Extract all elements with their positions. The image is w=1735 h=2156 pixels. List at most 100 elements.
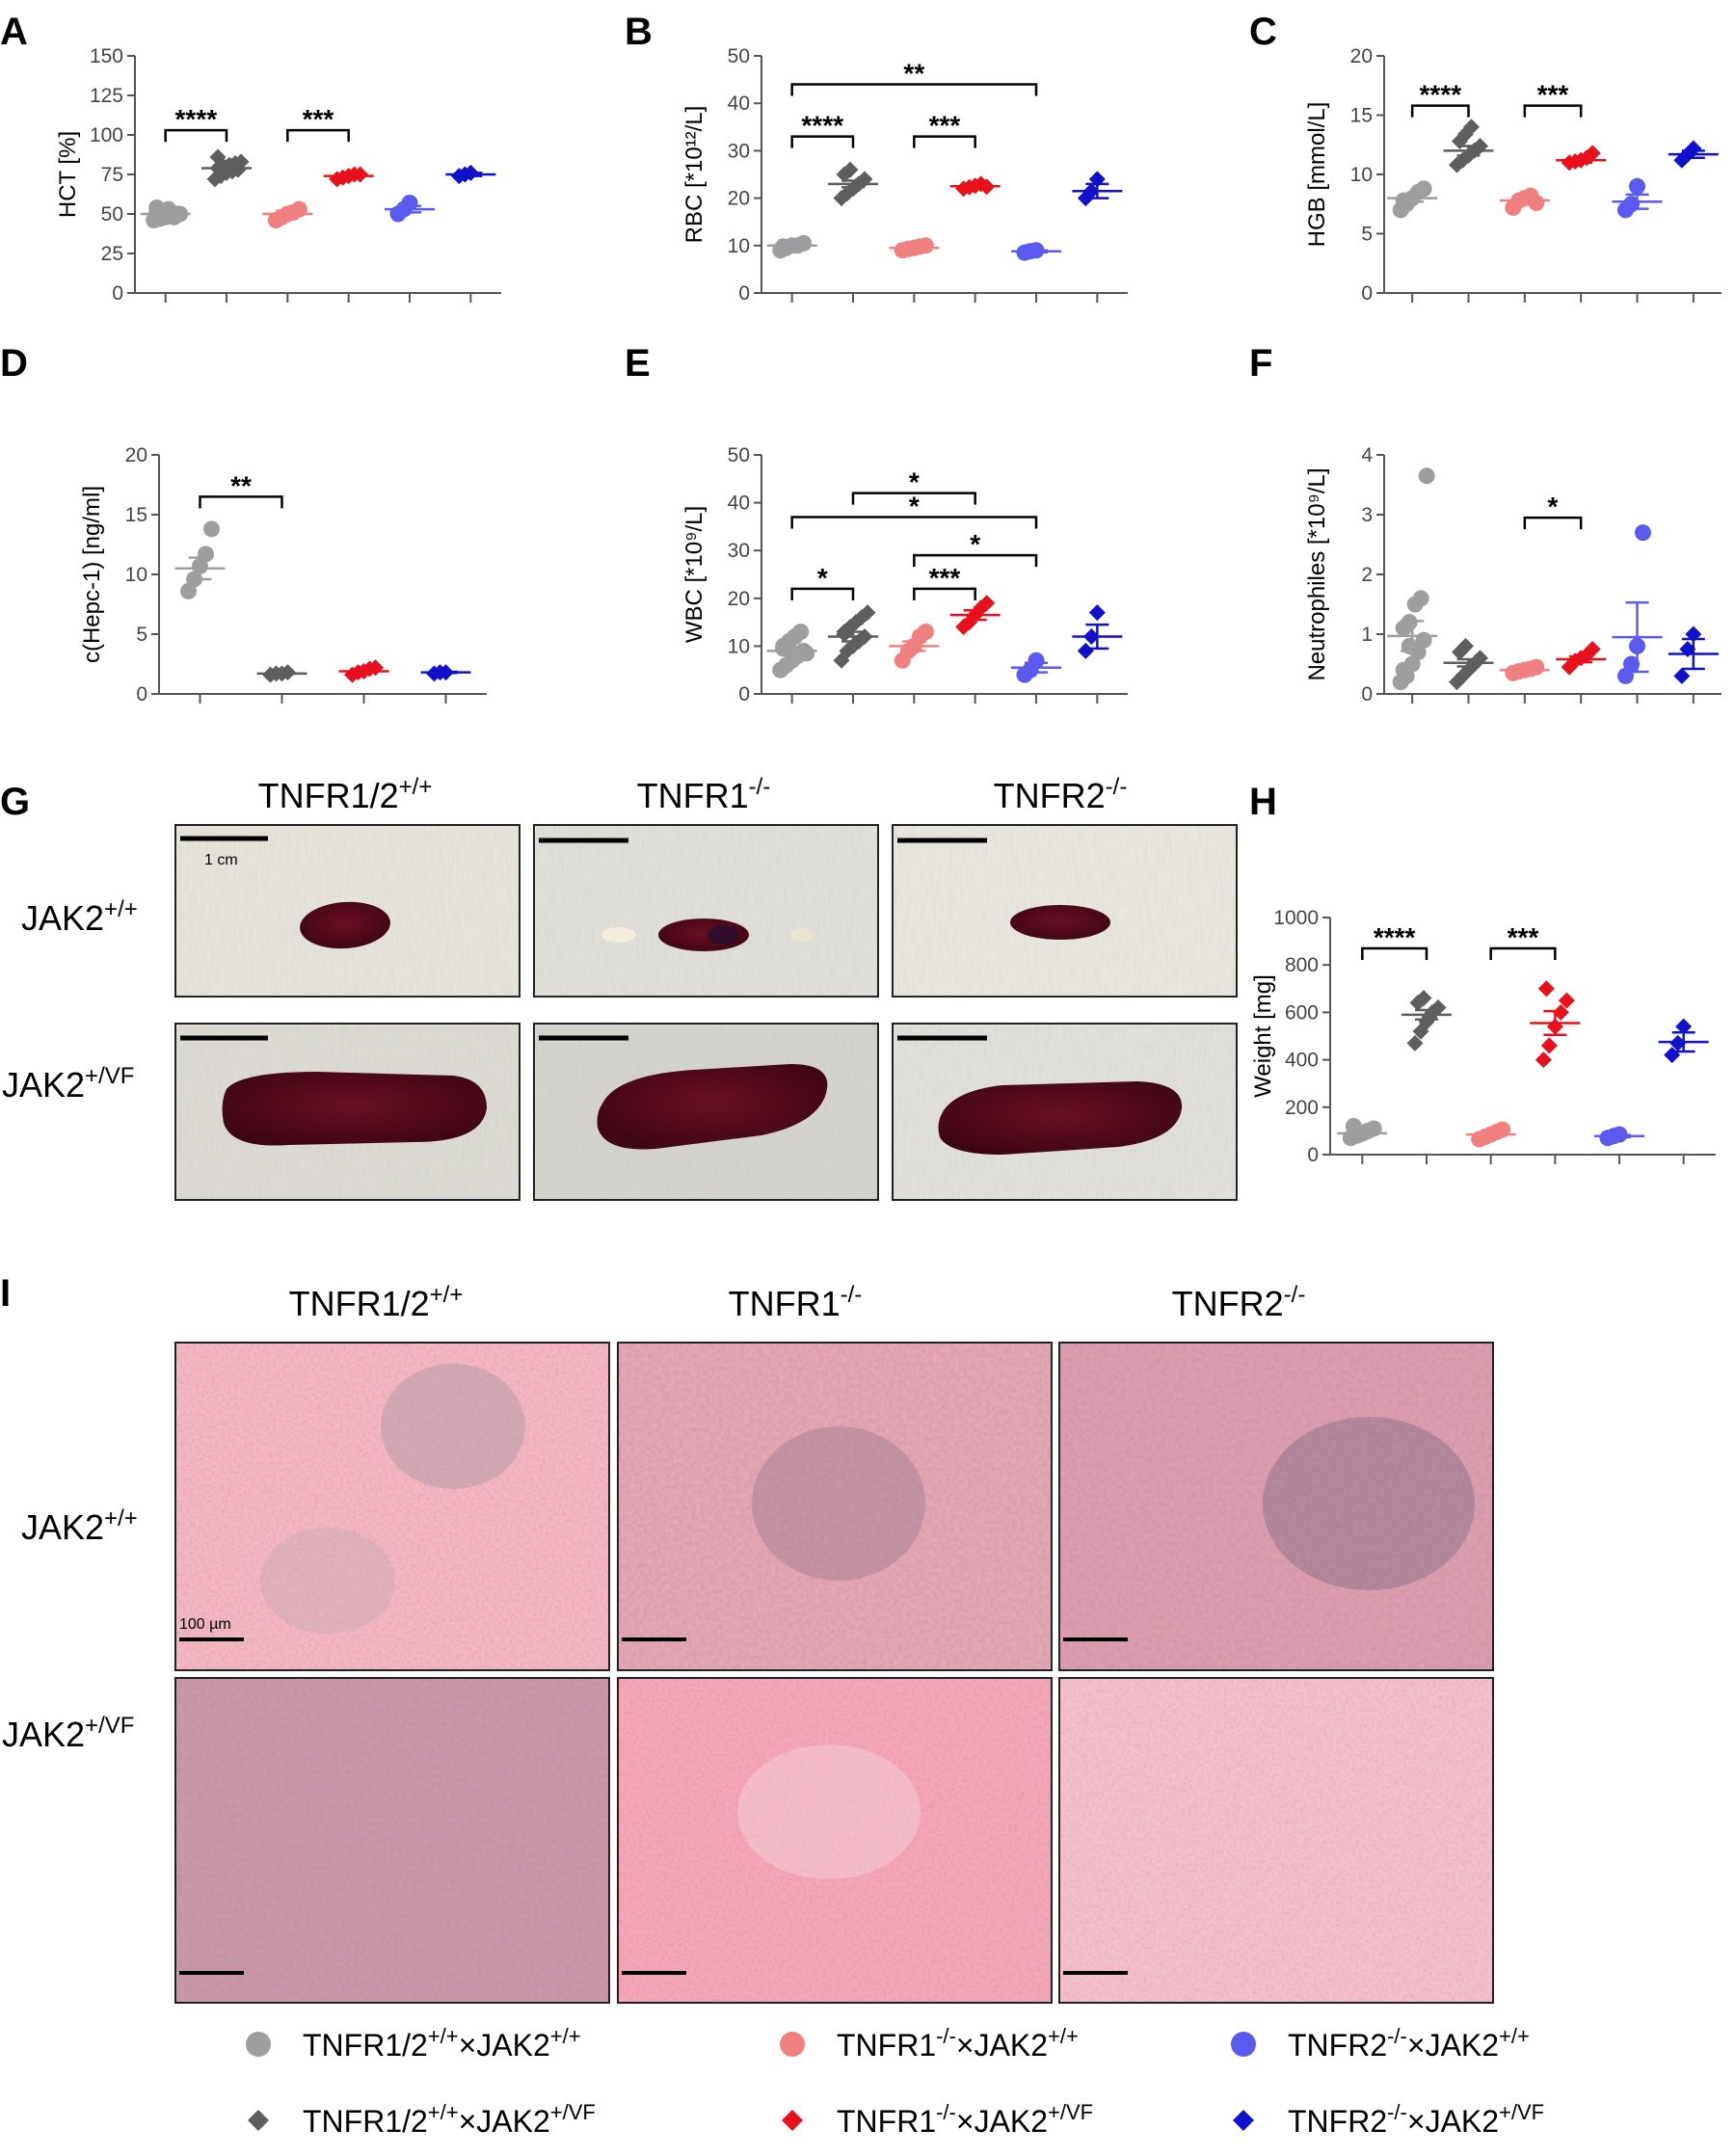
y-tick-label: 75 — [101, 164, 123, 186]
spleen-photo-grid: TNFR1/2+/+ TNFR1-/- TNFR2-/- JAK2+/+ JAK… — [2, 774, 1238, 1201]
chart-neutrophiles: 0 1 2 3 4 Neutrophiles [*10⁹/L] * — [1304, 444, 1722, 705]
panel-label-c: C — [1249, 11, 1277, 53]
y-tick-label: 20 — [1350, 45, 1373, 67]
y-tick-label: 125 — [90, 85, 123, 107]
legend-label: TNFR1/2+/+×JAK2+/+ — [303, 2024, 581, 2063]
data-point — [1415, 180, 1432, 198]
data-point — [1395, 661, 1412, 679]
photo-row-title-jak2-wt: JAK2+/+ — [21, 896, 138, 938]
significance-bracket — [790, 83, 1038, 96]
chart-hepcidin: 0 5 10 15 20 c(Hepc-1) [ng/ml] ** — [79, 444, 487, 705]
significance-bracket — [1410, 104, 1470, 118]
y-tick-label: 10 — [728, 635, 750, 657]
y-tick-label: 1000 — [1273, 907, 1319, 929]
panel-label-e: E — [625, 342, 651, 385]
y-tick-label: 15 — [1350, 105, 1373, 127]
svg-text:TNFR1/2+/+: TNFR1/2+/+ — [258, 774, 433, 815]
y-tick-label: 400 — [1285, 1050, 1319, 1072]
data-point — [209, 148, 227, 166]
y-tick-label: 800 — [1285, 954, 1319, 976]
significance-label: * — [817, 563, 828, 593]
y-axis-label: WBC [*10⁹/L] — [681, 506, 707, 643]
data-point — [1457, 637, 1474, 654]
y-tick-label: 50 — [101, 203, 123, 226]
y-tick-label: 150 — [90, 45, 123, 67]
y-axis-label: Weight [mg] — [1250, 974, 1276, 1098]
significance-label: ** — [230, 470, 252, 500]
data-point — [1629, 177, 1645, 195]
legend-label: TNFR1-/-×JAK2+/+ — [837, 2024, 1079, 2063]
legend-item: TNFR1-/-×JAK2+/VF — [782, 2100, 1093, 2139]
legend-label: TNFR2-/-×JAK2+/VF — [1288, 2100, 1544, 2139]
legend-marker — [780, 2032, 805, 2057]
legend-marker — [1233, 2110, 1254, 2131]
data-point — [1535, 1051, 1552, 1069]
data-point — [1584, 641, 1601, 657]
legend-item: TNFR1/2+/+×JAK2+/VF — [248, 2100, 596, 2139]
y-tick-label: 100 — [90, 124, 123, 146]
significance-bracket — [790, 516, 1038, 529]
y-tick-label: 200 — [1285, 1097, 1319, 1119]
data-point — [1635, 524, 1651, 542]
significance-label: ** — [903, 59, 924, 89]
data-point — [1418, 467, 1435, 485]
legend-marker — [782, 2110, 803, 2131]
data-point — [1537, 980, 1555, 998]
y-axis-label: RBC [*10¹²/L] — [681, 106, 707, 244]
legend-label: TNFR1-/-×JAK2+/VF — [837, 2100, 1093, 2139]
significance-bracket — [286, 128, 350, 143]
significance-bracket — [199, 495, 283, 509]
y-axis-label: Neutrophiles [*10⁹/L] — [1304, 467, 1330, 680]
y-tick-label: 4 — [1361, 444, 1373, 466]
y-axis-label: HCT [%] — [55, 131, 81, 218]
significance-label: **** — [1374, 922, 1416, 952]
svg-text:TNFR2-/-: TNFR2-/- — [994, 774, 1128, 815]
y-tick-label: 20 — [125, 444, 147, 466]
panel-label-g: G — [0, 781, 30, 823]
y-tick-label: 1 — [1361, 624, 1373, 646]
significance-bracket — [913, 587, 976, 600]
photo-col-title-tnfr2: TNFR2-/- — [994, 774, 1128, 815]
data-point — [841, 161, 859, 178]
significance-label: *** — [303, 104, 334, 134]
significance-bracket — [164, 128, 228, 143]
photo-row-title-jak2-vf: JAK2+/VF — [2, 1063, 134, 1105]
spleen-photo-wt-jak2wt: 1 cm — [174, 824, 520, 998]
histo-row-title-jak2-wt: JAK2+/+ — [21, 1505, 138, 1547]
data-point — [1088, 604, 1106, 622]
significance-label: * — [909, 491, 920, 520]
y-tick-label: 0 — [1361, 282, 1373, 305]
y-tick-label: 20 — [728, 588, 750, 610]
y-tick-label: 3 — [1361, 504, 1373, 526]
legend-label: TNFR2-/-×JAK2+/+ — [1288, 2024, 1530, 2063]
legend: TNFR1/2+/+×JAK2+/+ TNFR1-/-×JAK2+/+ TNFR2-… — [246, 2024, 1544, 2139]
significance-bracket — [790, 135, 855, 148]
significance-label: *** — [929, 563, 961, 593]
y-tick-label: 25 — [101, 243, 123, 265]
data-point — [1412, 590, 1429, 607]
significance-label: *** — [1537, 80, 1569, 110]
y-tick-label: 0 — [1361, 683, 1373, 705]
data-point — [1673, 667, 1691, 684]
data-point — [1415, 631, 1432, 649]
spleen-photo-wt-jak2vf — [174, 1023, 520, 1201]
histo-col-title-tnfr2: TNFR2-/- — [1172, 1282, 1306, 1323]
panel-label-i: I — [0, 1272, 11, 1315]
histo-row-title-jak2-vf: JAK2+/VF — [2, 1713, 134, 1754]
y-axis-label: HGB [mmol/L] — [1304, 102, 1330, 248]
data-point — [1415, 990, 1432, 1007]
significance-label: **** — [1420, 80, 1462, 110]
significance-label: * — [970, 529, 980, 559]
legend-item: TNFR2-/-×JAK2+/VF — [1233, 2100, 1544, 2139]
photo-col-title-wt: TNFR1/2+/+ — [258, 774, 433, 815]
significance-bracket — [1523, 516, 1583, 530]
data-point — [1077, 642, 1094, 659]
legend-item: TNFR1-/-×JAK2+/+ — [780, 2024, 1079, 2063]
histo-col-title-wt: TNFR1/2+/+ — [289, 1282, 464, 1323]
data-point — [917, 624, 934, 641]
significance-bracket — [1489, 946, 1557, 960]
y-tick-label: 10 — [1350, 164, 1373, 186]
